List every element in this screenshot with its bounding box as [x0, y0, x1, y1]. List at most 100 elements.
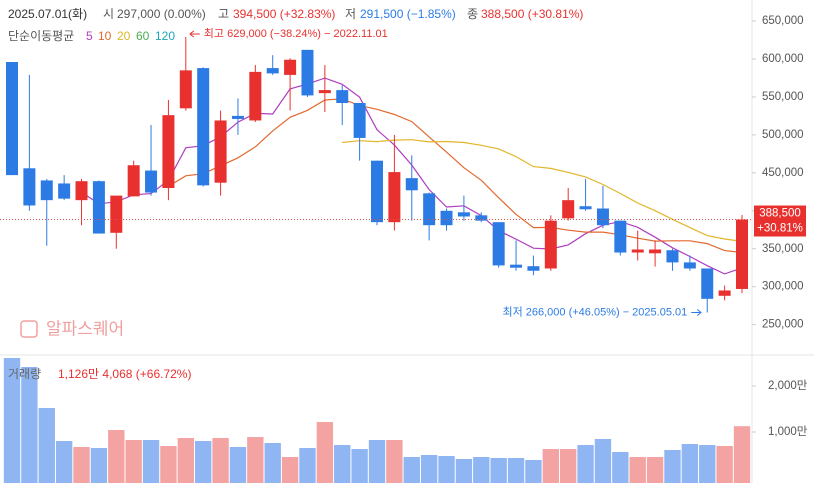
candle-body	[562, 200, 575, 219]
ma-title: 단순이동평균	[8, 29, 74, 43]
volume-title: 거래량	[8, 367, 41, 381]
volume-bar	[733, 426, 751, 483]
close-value: 388,500 (+30.81%)	[481, 7, 583, 21]
candle-body	[510, 264, 523, 268]
volume-bar	[299, 448, 316, 483]
ma-legend-entry: 10	[98, 29, 112, 43]
volume-bar	[403, 456, 420, 483]
candle-body	[371, 160, 383, 223]
candle-body	[666, 250, 679, 263]
volume-bar	[438, 456, 455, 483]
candle-body	[649, 249, 662, 254]
candle-body	[284, 59, 297, 75]
candle-body	[127, 165, 140, 197]
high-annotation: 최고 629,000 (−38.24%) − 2022.11.01	[204, 27, 388, 40]
volume-bar	[455, 459, 473, 483]
volume-bar	[473, 456, 490, 483]
candle-body	[110, 195, 123, 233]
y-tick-label: 350,000	[762, 243, 804, 255]
y-tick-label: 650,000	[762, 15, 804, 27]
volume-bar	[699, 445, 716, 483]
volume-tick-label: 2,000만	[768, 379, 808, 392]
y-tick-label: 500,000	[762, 129, 804, 141]
volume-bar	[629, 456, 646, 483]
volume-bar	[664, 449, 681, 483]
close-label: 종	[467, 7, 478, 21]
candle-body	[58, 183, 71, 199]
volume-bar	[560, 449, 577, 483]
volume-tick-label: 1,000만	[768, 425, 808, 438]
candle-body	[718, 290, 731, 296]
volume-bar	[507, 457, 525, 483]
candle-body	[596, 208, 609, 226]
candle-body	[75, 181, 88, 201]
candle-body	[162, 115, 175, 189]
candle-body	[6, 62, 18, 176]
volume-bar	[542, 449, 559, 483]
volume-bar	[195, 441, 212, 483]
candle-body	[388, 172, 401, 223]
volume-bar	[420, 455, 438, 483]
high-arrow	[189, 30, 200, 38]
ma-line	[168, 98, 743, 254]
candle-body	[145, 170, 158, 193]
y-tick-label: 300,000	[762, 281, 804, 293]
ma-line	[342, 139, 743, 242]
last-price-label: 388,500	[759, 208, 801, 220]
candle-body	[92, 181, 105, 234]
volume-bar	[490, 457, 507, 483]
candle-body	[318, 90, 331, 94]
candle-body	[423, 193, 436, 226]
candle-body	[179, 70, 192, 109]
low-label: 저	[345, 7, 356, 21]
volume-bar	[177, 437, 194, 483]
ma-legend-entry: 60	[136, 29, 150, 43]
volume-bar	[351, 449, 368, 483]
volume-bar	[264, 442, 281, 483]
y-tick-label: 450,000	[762, 167, 804, 179]
open-label: 시	[103, 7, 114, 21]
volume-bar	[577, 445, 594, 483]
candle-body	[492, 222, 505, 266]
plot: 250,000300,000350,000400,000450,000500,0…	[0, 15, 808, 483]
candle-body	[23, 168, 36, 206]
last-price-tag	[754, 205, 806, 237]
last-change-label: +30.81%	[757, 223, 803, 235]
candle-body	[544, 220, 557, 269]
low-value: 291,500 (−1.85%)	[360, 7, 456, 21]
watermark: 알파스퀘어	[20, 319, 124, 338]
high-label: 고	[218, 7, 229, 21]
watermark-text: 알파스퀘어	[46, 319, 124, 338]
volume-bar	[716, 445, 733, 483]
volume-bar	[160, 445, 177, 483]
candle-body	[214, 120, 227, 183]
volume-bar	[38, 407, 55, 483]
candle-body	[527, 266, 540, 271]
low-annotation: 최저 266,000 (+46.05%) − 2025.05.01	[502, 305, 687, 318]
date: 2025.07.01(화)	[8, 7, 87, 21]
candle-body	[405, 178, 418, 191]
y-tick-label: 250,000	[762, 319, 804, 331]
candle-body	[631, 249, 644, 253]
volume-bar	[229, 446, 247, 483]
candle-body	[683, 262, 696, 269]
watermark-icon	[20, 320, 38, 338]
volume-bar	[525, 460, 542, 483]
volume-bar	[681, 444, 699, 483]
volume-bar	[142, 440, 160, 483]
candle-body	[475, 215, 488, 221]
volume-bar	[21, 367, 38, 483]
volume-bar	[368, 440, 386, 483]
volume-bar	[212, 437, 229, 483]
candle-body	[231, 115, 244, 119]
open-value: 297,000 (0.00%)	[117, 7, 206, 21]
header: 2025.07.01(화) 시 297,000 (0.00%) 고 394,50…	[8, 7, 583, 43]
candle-body	[614, 220, 627, 253]
volume-bar	[247, 437, 264, 483]
volume-bar	[646, 456, 664, 483]
volume-bar	[73, 446, 90, 483]
candle-body	[736, 219, 748, 289]
y-tick-label: 550,000	[762, 91, 804, 103]
ma-legend-entry: 20	[117, 29, 131, 43]
